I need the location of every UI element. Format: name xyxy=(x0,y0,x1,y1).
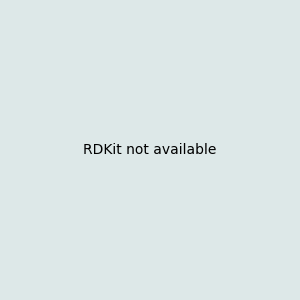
Text: RDKit not available: RDKit not available xyxy=(83,143,217,157)
